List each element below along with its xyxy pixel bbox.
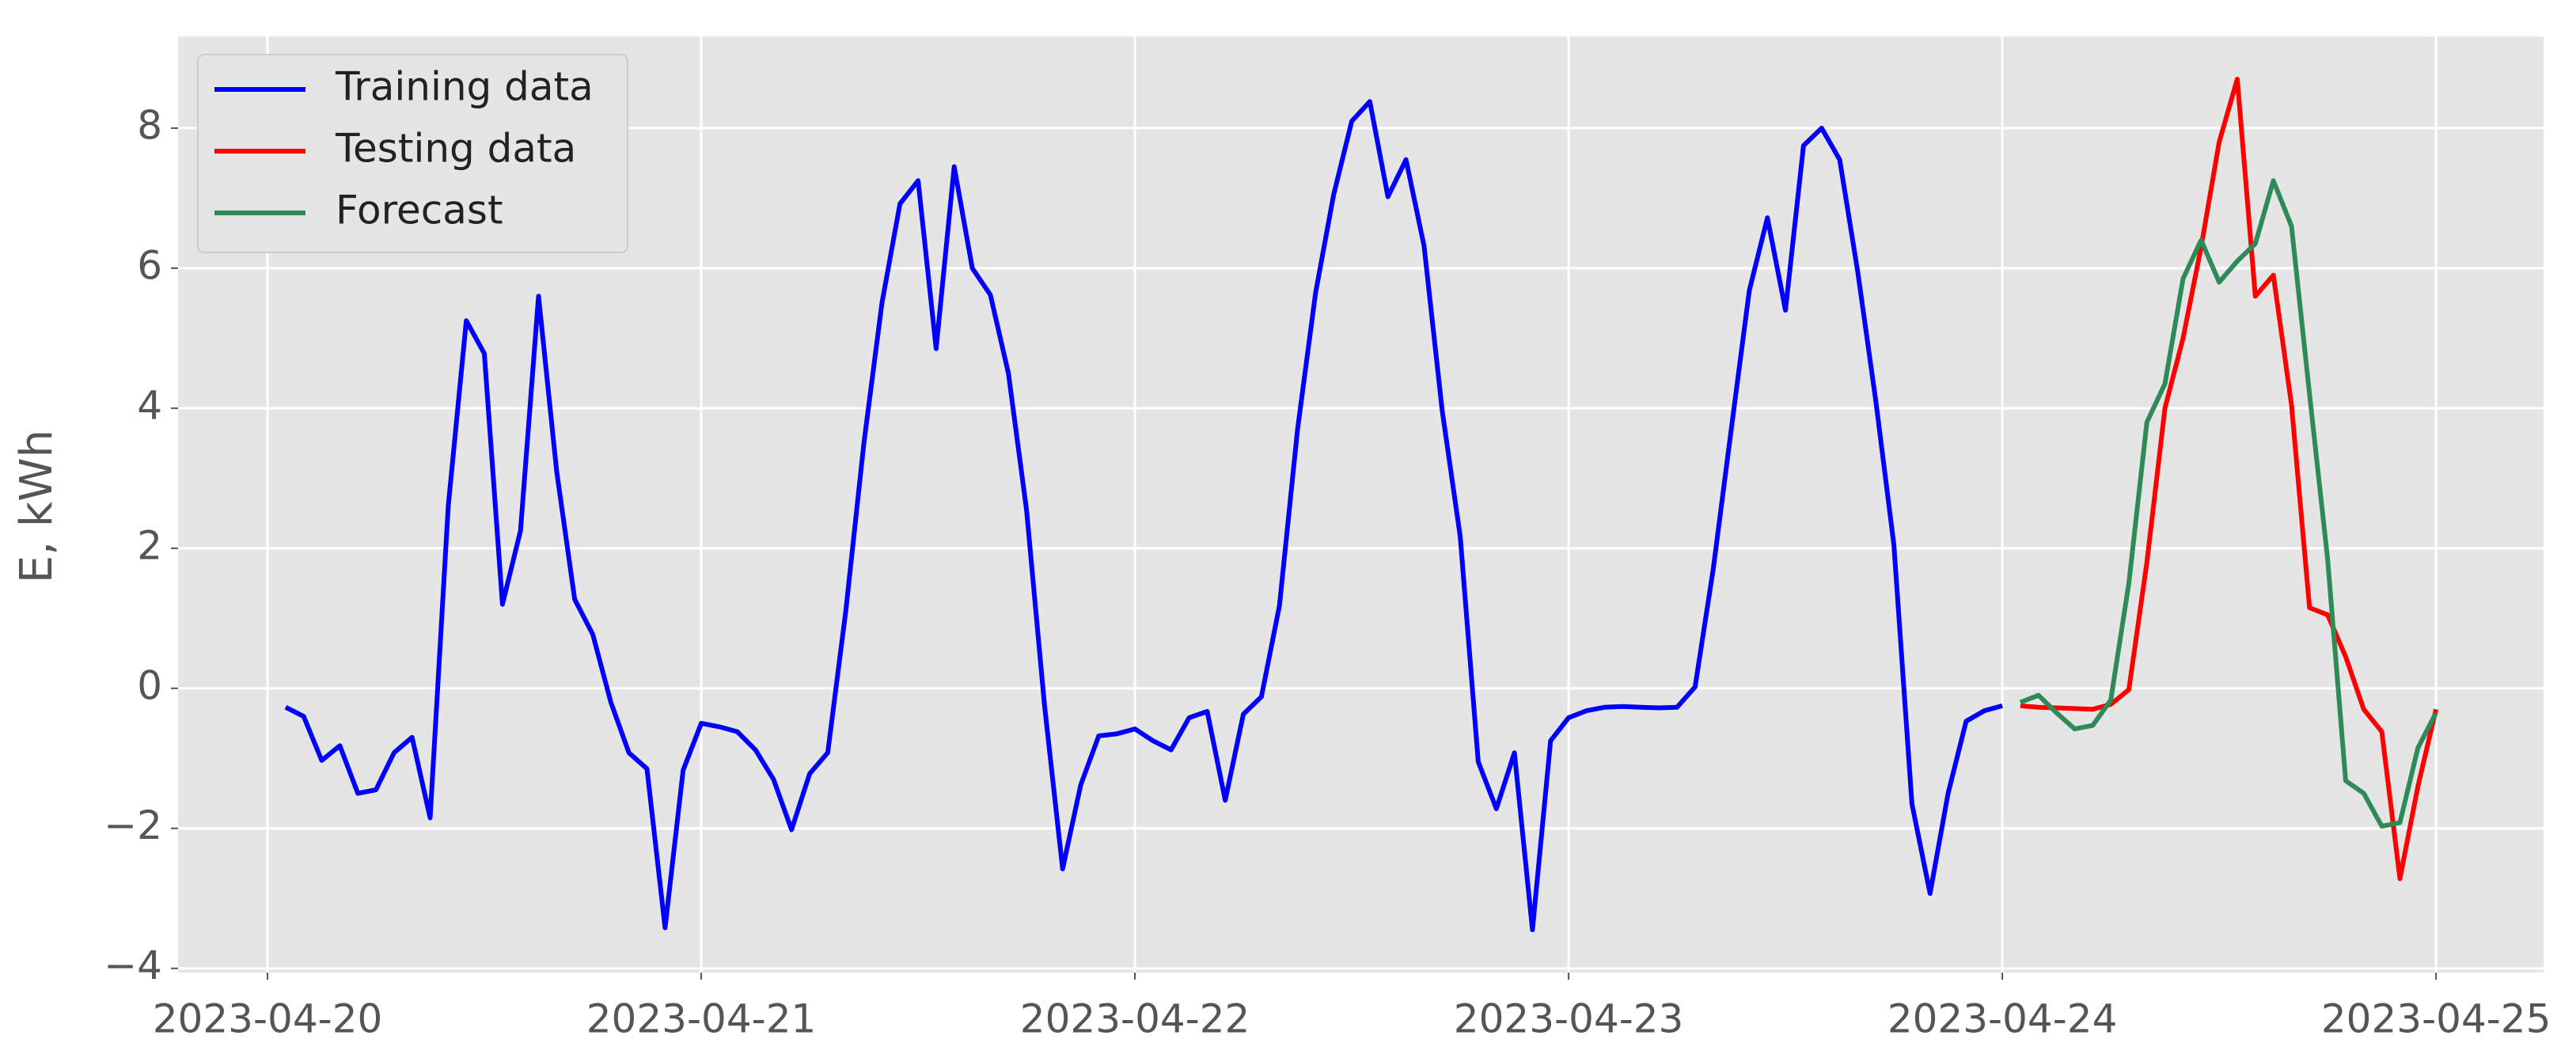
y-tick-label: 6 — [137, 242, 162, 288]
legend: Training data Testing data Forecast — [197, 54, 628, 253]
legend-label: Training data — [335, 64, 594, 110]
y-tick-label: 2 — [137, 522, 162, 568]
y-tick-label: 4 — [137, 382, 162, 428]
x-tick-label: 2023-04-22 — [1020, 996, 1250, 1042]
y-tick-label: −4 — [104, 943, 162, 988]
x-tick-label: 2023-04-20 — [153, 996, 383, 1042]
y-axis-label: E, kWh — [11, 430, 63, 583]
x-tick-label: 2023-04-23 — [1454, 996, 1684, 1042]
data-line — [2020, 77, 2439, 882]
y-tick-label: 8 — [137, 102, 162, 148]
x-tick-label: 2023-04-21 — [586, 996, 817, 1042]
legend-label: Testing data — [335, 126, 576, 172]
data-line — [2019, 178, 2438, 829]
y-tick-label: 0 — [137, 662, 162, 708]
legend-box — [197, 54, 628, 253]
legend-label: Forecast — [336, 188, 503, 233]
x-tick-label: 2023-04-25 — [2321, 996, 2551, 1042]
y-tick-label: −2 — [104, 802, 162, 848]
x-tick-label: 2023-04-24 — [1887, 996, 2118, 1042]
data-line — [284, 99, 2003, 932]
